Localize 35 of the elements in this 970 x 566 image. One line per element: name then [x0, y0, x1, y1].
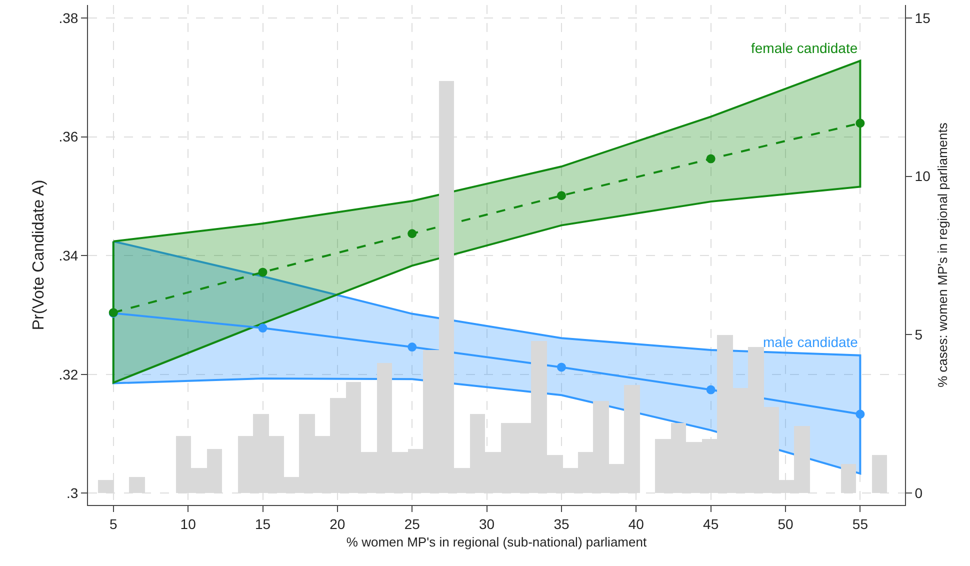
point [556, 362, 566, 372]
point [706, 154, 716, 164]
x-tick-label: 15 [254, 516, 271, 532]
y-tick-label: .36 [58, 128, 78, 145]
point [856, 118, 865, 128]
x-tick-label: 5 [109, 516, 118, 532]
point [258, 268, 268, 277]
y2-tick-label: 0 [914, 484, 923, 501]
y-axis-title: Pr(Vote Candidate A) [30, 180, 48, 330]
text: female candidate [751, 40, 858, 56]
y-tick-label: .32 [58, 366, 78, 382]
point [556, 191, 566, 200]
y-tick-label: .34 [58, 247, 78, 264]
x-axis-title: % women MP's in regional (sub-national) parliament [346, 534, 647, 550]
x-tick-label: 40 [628, 516, 644, 532]
y2-axis-title: % cases: women MP's in regional parliaments [935, 122, 950, 388]
x-tick-label: 20 [330, 516, 346, 532]
text: male candidate [763, 334, 858, 350]
point [408, 342, 417, 352]
x-tick-label: 30 [479, 516, 495, 532]
x-tick-label: 10 [180, 516, 196, 532]
point [408, 229, 417, 238]
y2-tick-label: 10 [914, 168, 931, 184]
y-tick-label: .3 [66, 485, 78, 502]
x-tick-label: 55 [852, 516, 868, 532]
y2-tick-label: 5 [914, 326, 923, 343]
x-tick-label: 35 [554, 516, 570, 532]
x-tick-label: 45 [703, 516, 719, 532]
point [706, 385, 716, 394]
y2-tick-label: 15 [914, 10, 931, 26]
x-tick-label: 50 [778, 516, 794, 532]
point [856, 410, 865, 419]
x-tick-label: 25 [404, 516, 420, 532]
point [258, 324, 268, 333]
y-tick-label: .38 [58, 10, 78, 26]
